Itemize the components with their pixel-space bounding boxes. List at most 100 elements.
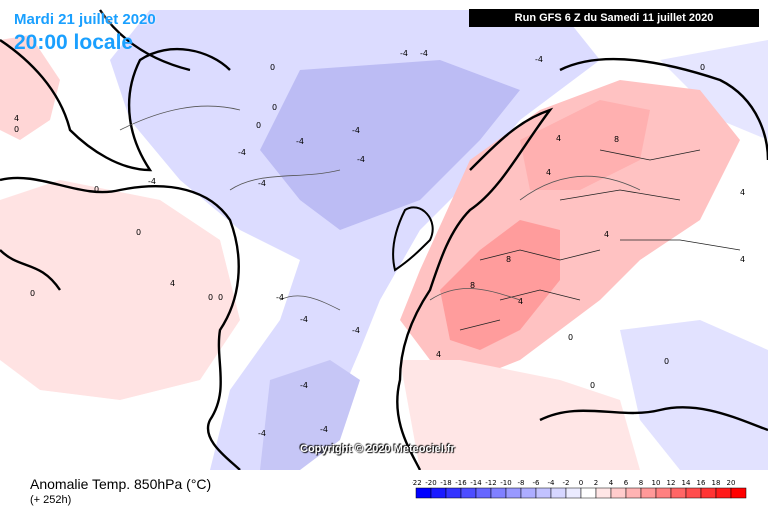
contour-value-label: 0 xyxy=(700,63,705,72)
anomaly-positive-mediterranean xyxy=(400,360,640,470)
anomaly-negative-east xyxy=(620,320,768,470)
scale-tick-label: 14 xyxy=(682,479,691,487)
contour-value-label: 4 xyxy=(740,255,745,264)
contour-value-label: 0 xyxy=(136,228,141,237)
scale-tick-label: -22 xyxy=(412,479,422,487)
scale-swatch xyxy=(715,487,732,499)
contour-value-label: 0 xyxy=(256,121,261,130)
color-scale: -22-20-18-16-14-12-10-8-6-4-202468101214… xyxy=(412,479,747,499)
contour-value-label: -4 xyxy=(258,179,266,188)
scale-swatch xyxy=(640,487,657,499)
contour-value-label: -4 xyxy=(148,177,156,186)
anomaly-negative-core xyxy=(260,60,520,230)
contour-value-label: -4 xyxy=(300,315,308,324)
scale-tick-label: 18 xyxy=(712,479,721,487)
contour-value-label: -4 xyxy=(320,425,328,434)
contour-value-label: -4 xyxy=(352,126,360,135)
scale-tick-label: 0 xyxy=(579,479,583,487)
contour-value-label: 0 xyxy=(94,185,99,194)
scale-tick-label: -8 xyxy=(518,479,525,487)
contour-value-label: -4 xyxy=(296,137,304,146)
contour-value-label: 4 xyxy=(14,114,19,123)
contour-value-label: 8 xyxy=(614,135,619,144)
contour-value-label: -4 xyxy=(420,49,428,58)
scale-tick-label: 6 xyxy=(624,479,629,487)
contour-value-label: 4 xyxy=(518,297,523,306)
scale-swatch xyxy=(490,487,507,499)
contour-value-label: 4 xyxy=(556,134,561,143)
contour-value-label: 4 xyxy=(436,350,441,359)
scale-swatch xyxy=(670,487,687,499)
scale-tick-label: -16 xyxy=(455,479,467,487)
scale-tick-label: 12 xyxy=(667,479,676,487)
scale-swatch xyxy=(580,487,597,499)
anomaly-map: -4 -4 -4 0 -4 -4 -4 -4 -4 -4 -4 -4 -4 -4 -4 -4 0 0 0 0 4 4 0 4 4… xyxy=(0,9,768,470)
contour-value-label: -4 xyxy=(258,429,266,438)
contour-value-label: 0 xyxy=(218,293,223,302)
legend-title: Anomalie Temp. 850hPa (°C) xyxy=(30,476,212,492)
scale-tick-label: -14 xyxy=(470,479,482,487)
coastline-europe xyxy=(396,57,768,470)
contour-labels: -4 -4-40-4-4-4-4-4-4-4-4-4-4-4 -40 00044044… xyxy=(14,49,745,438)
scale-tick-label: 2 xyxy=(594,479,598,487)
scale-swatch xyxy=(430,487,447,499)
anomaly-negative-north-east xyxy=(660,40,768,140)
scale-tick-label: -20 xyxy=(425,479,436,487)
scale-tick-label: -2 xyxy=(563,479,570,487)
forecast-date: Mardi 21 juillet 2020 xyxy=(14,11,156,28)
contour-value-label: 0 xyxy=(14,125,19,134)
contour-value-label: 8 xyxy=(470,281,475,290)
scale-swatch xyxy=(655,487,672,499)
scale-swatch xyxy=(550,487,567,499)
scale-swatch xyxy=(415,487,432,499)
contour-value-label: -4 xyxy=(300,381,308,390)
contour-value-label: 8 xyxy=(506,255,511,264)
forecast-time: 20:00 locale xyxy=(14,31,134,54)
scale-swatch xyxy=(565,487,582,499)
coastline-north-america xyxy=(0,176,241,470)
contour-lines xyxy=(119,105,641,311)
contour-value-label: 0 xyxy=(272,103,277,112)
scale-swatch xyxy=(625,487,642,499)
anomaly-positive-scandinavia xyxy=(520,100,650,190)
contour-value-label: 4 xyxy=(604,230,609,239)
scale-swatch xyxy=(685,487,702,499)
contour-value-label: 0 xyxy=(208,293,213,302)
scale-tick-label: -6 xyxy=(533,479,541,487)
scale-swatch xyxy=(520,487,537,499)
scale-swatch xyxy=(505,487,522,499)
scale-swatch xyxy=(730,487,747,499)
scale-swatch xyxy=(475,487,492,499)
contour-value-label: -4 xyxy=(352,326,360,335)
contour-value-label: -4 xyxy=(357,155,365,164)
copyright-notice: Copyright © 2020 Meteociel.fr xyxy=(300,443,455,455)
scale-tick-label: -10 xyxy=(500,479,511,487)
coastline-greenland xyxy=(0,9,231,172)
contour-value-label: 0 xyxy=(664,357,669,366)
scale-tick-label: -12 xyxy=(485,479,496,487)
legend-subtitle: (+ 252h) xyxy=(30,494,72,506)
scale-tick-label: 8 xyxy=(639,479,643,487)
contour-value-label: -4 xyxy=(238,148,246,157)
country-borders xyxy=(459,149,741,331)
scale-swatch xyxy=(700,487,717,499)
contour-value-label: 0 xyxy=(590,381,595,390)
contour-value-label: 4 xyxy=(546,168,551,177)
contour-value-label: -4 xyxy=(276,293,284,302)
scale-tick-label: -4 xyxy=(548,479,556,487)
scale-swatch xyxy=(445,487,462,499)
scale-tick-label: 4 xyxy=(609,479,614,487)
anomaly-negative-south xyxy=(260,360,360,470)
scale-tick-label: 10 xyxy=(652,479,661,487)
anomaly-positive-canada xyxy=(0,180,240,400)
contour-value-label: 4 xyxy=(740,188,745,197)
contour-value-label: -4 xyxy=(400,49,408,58)
scale-swatch xyxy=(535,487,552,499)
scale-swatch xyxy=(595,487,612,499)
scale-swatch xyxy=(460,487,477,499)
contour-value-label: 0 xyxy=(270,63,275,72)
scale-tick-label: -18 xyxy=(440,479,451,487)
scale-tick-label: 16 xyxy=(697,479,706,487)
contour-value-label: 0 xyxy=(30,289,35,298)
anomaly-positive-greenland xyxy=(0,35,60,140)
